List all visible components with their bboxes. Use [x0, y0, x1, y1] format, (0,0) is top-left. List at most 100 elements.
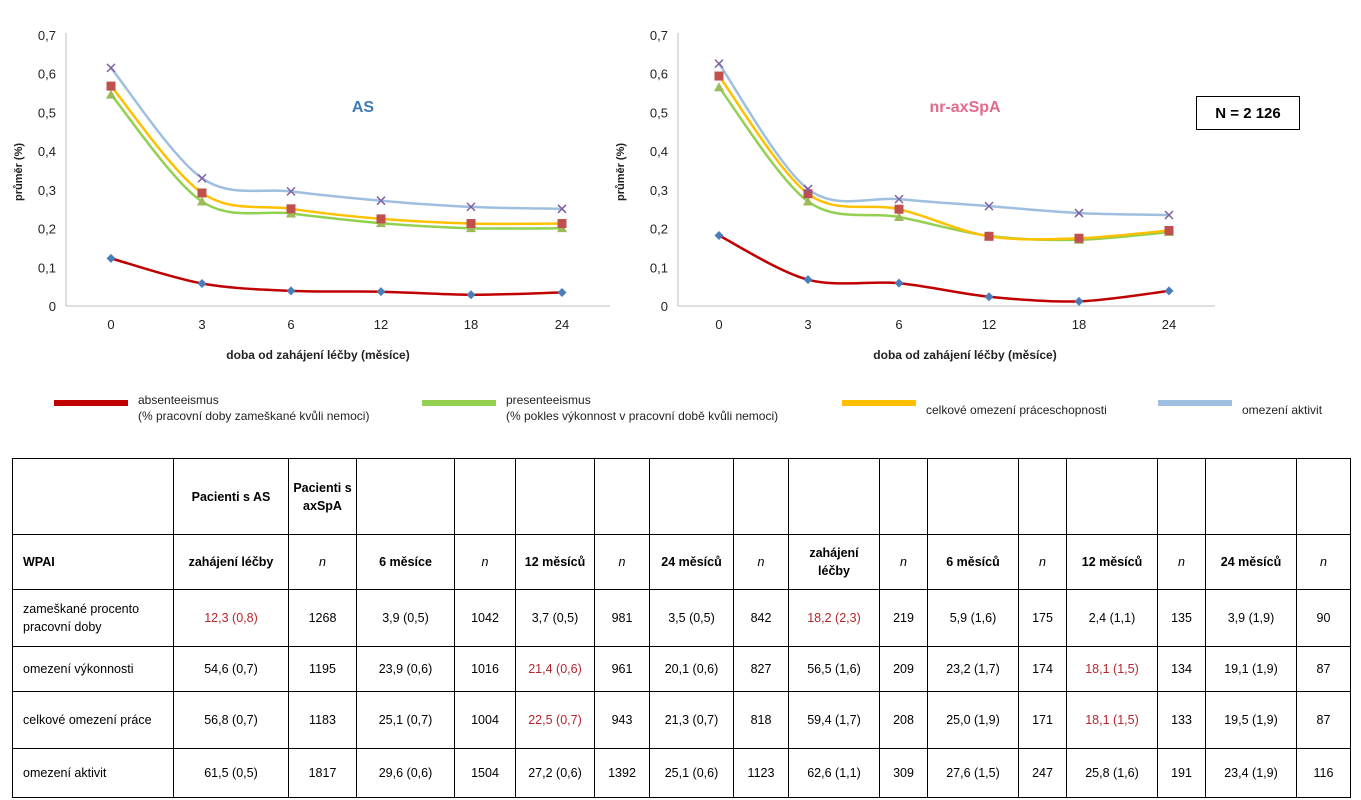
table-cell: 1123: [733, 748, 789, 798]
table-cell: 21,4 (0,6): [515, 646, 595, 692]
legend-item-omezeni-aktivit: omezení aktivit: [1158, 392, 1322, 418]
y-tick-label: 0,7: [38, 28, 56, 43]
data-point-square: [197, 188, 207, 198]
header-cell: 12 měsíců: [1066, 534, 1158, 590]
table-cell: 3,7 (0,5): [515, 589, 595, 647]
header-cell: n: [1157, 534, 1206, 590]
x-tick-label: 6: [895, 317, 902, 332]
row-label: omezení výkonnosti: [12, 646, 174, 692]
data-point-cross: [984, 201, 994, 211]
table-cell: 25,0 (1,9): [927, 691, 1019, 749]
header-cell: n: [288, 534, 357, 590]
legend: absenteeismus (% pracovní doby zameškané…: [0, 392, 1361, 442]
table-cell: 3,9 (1,9): [1205, 589, 1297, 647]
table-cell: 1042: [454, 589, 516, 647]
table-cell: 61,5 (0,5): [173, 748, 289, 798]
table-cell: 29,6 (0,6): [356, 748, 455, 798]
row-label: celkové omezení práce: [12, 691, 174, 749]
chart-annotation: nr-axSpA: [929, 99, 1001, 116]
table-cell: 23,4 (1,9): [1205, 748, 1297, 798]
header-cell: 24 měsíců: [649, 534, 734, 590]
table-row: omezení výkonnosti 54,6 (0,7) 1195 23,9 (0,…: [12, 646, 1351, 692]
chart-annotation: AS: [352, 99, 375, 116]
table-cell: 1817: [288, 748, 357, 798]
table-cell: 827: [733, 646, 789, 692]
x-tick-label: 24: [1162, 317, 1176, 332]
data-point-square: [803, 189, 813, 199]
legend-sublabel: (% pokles výkonnost v pracovní době kvůl…: [506, 409, 779, 423]
legend-item-presenteeismus: presenteeismus (% pokles výkonnost v pra…: [422, 392, 778, 424]
data-point-square: [1074, 233, 1084, 243]
table-row: omezení aktivit 61,5 (0,5) 1817 29,6 (0,6) 1…: [12, 748, 1351, 798]
x-tick-label: 18: [464, 317, 478, 332]
data-point-triangle: [803, 196, 813, 206]
legend-label: celkové omezení práceschopnosti: [926, 403, 1107, 417]
table-cell: 59,4 (1,7): [788, 691, 880, 749]
data-point-square: [714, 71, 724, 81]
header-cell: n: [454, 534, 516, 590]
data-point-diamond: [286, 286, 296, 296]
row-label: omezení aktivit: [12, 748, 174, 798]
table-group-header-row: Pacienti s AS Pacienti s axSpA: [12, 458, 1351, 535]
table-cell: 309: [879, 748, 928, 798]
table-cell: 1268: [288, 589, 357, 647]
data-point-diamond: [197, 279, 207, 289]
data-point-triangle: [714, 82, 724, 92]
x-tick-label: 12: [982, 317, 996, 332]
table-cell: 219: [879, 589, 928, 647]
data-point-cross: [286, 186, 296, 196]
table-row: celkové omezení práce 56,8 (0,7) 1183 25,1 …: [12, 691, 1351, 749]
y-axis-label: průměr (%): [615, 143, 627, 201]
table-cell: 191: [1157, 748, 1206, 798]
table-cell: 56,5 (1,6): [788, 646, 880, 692]
data-point-square: [376, 214, 386, 224]
table-cell: 18,1 (1,5): [1066, 646, 1158, 692]
table-cell: 1016: [454, 646, 516, 692]
data-point-square: [1164, 226, 1174, 236]
data-point-diamond: [557, 287, 567, 297]
series-line-1: [109, 93, 564, 230]
x-tick-label: 3: [804, 317, 811, 332]
y-tick-label: 0,7: [650, 28, 668, 43]
series-line-0: [109, 257, 564, 297]
header-cell: 12 měsíců: [515, 534, 595, 590]
table-cell: 171: [1018, 691, 1067, 749]
table-cell: 116: [1296, 748, 1351, 798]
table-cell: 23,2 (1,7): [927, 646, 1019, 692]
row-label: zameškané procento pracovní doby: [12, 589, 174, 647]
legend-sublabel: (% pracovní doby zameškané kvůli nemoci): [138, 409, 370, 423]
x-tick-label: 12: [374, 317, 388, 332]
y-tick-label: 0,5: [650, 105, 668, 120]
y-tick-label: 0,1: [650, 260, 668, 275]
data-point-diamond: [106, 253, 116, 263]
wpai-table: Pacienti s AS Pacienti s axSpA WPAI zahá…: [12, 458, 1351, 798]
table-cell: 5,9 (1,6): [927, 589, 1019, 647]
table-cell: 90: [1296, 589, 1351, 647]
data-point-diamond: [1164, 286, 1174, 296]
header-cell: n: [879, 534, 928, 590]
table-cell: 3,5 (0,5): [649, 589, 734, 647]
series-line-1: [717, 86, 1171, 242]
legend-label: presenteeismus: [506, 393, 591, 407]
data-point-diamond: [466, 290, 476, 300]
table-cell: 20,1 (0,6): [649, 646, 734, 692]
table-cell: 174: [1018, 646, 1067, 692]
x-axis-label: doba od zahájení léčby (měsíce): [226, 348, 409, 362]
x-tick-label: 6: [287, 317, 294, 332]
charts-area: 0 0,1 0,2 0,3 0,4 0,5 0,6 0,7 0 3 6 12 18 24 průměr (%…: [13, 28, 1215, 362]
header-cell: n: [733, 534, 789, 590]
legend-swatch: [422, 400, 496, 406]
data-point-cross: [466, 202, 476, 212]
data-point-square: [106, 81, 116, 91]
y-tick-label: 0,4: [38, 144, 56, 159]
header-cell: zahájení léčby: [788, 534, 880, 590]
series-line-2: [109, 84, 564, 226]
data-point-cross: [557, 204, 567, 214]
header-cell: n: [1296, 534, 1351, 590]
table-cell: 19,5 (1,9): [1205, 691, 1297, 749]
data-point-cross: [803, 184, 813, 194]
table-cell: 3,9 (0,5): [356, 589, 455, 647]
table-cell: 1504: [454, 748, 516, 798]
y-tick-label: 0,5: [38, 105, 56, 120]
table-body: zameškané procento pracovní doby 12,3 (0,…: [12, 589, 1351, 798]
